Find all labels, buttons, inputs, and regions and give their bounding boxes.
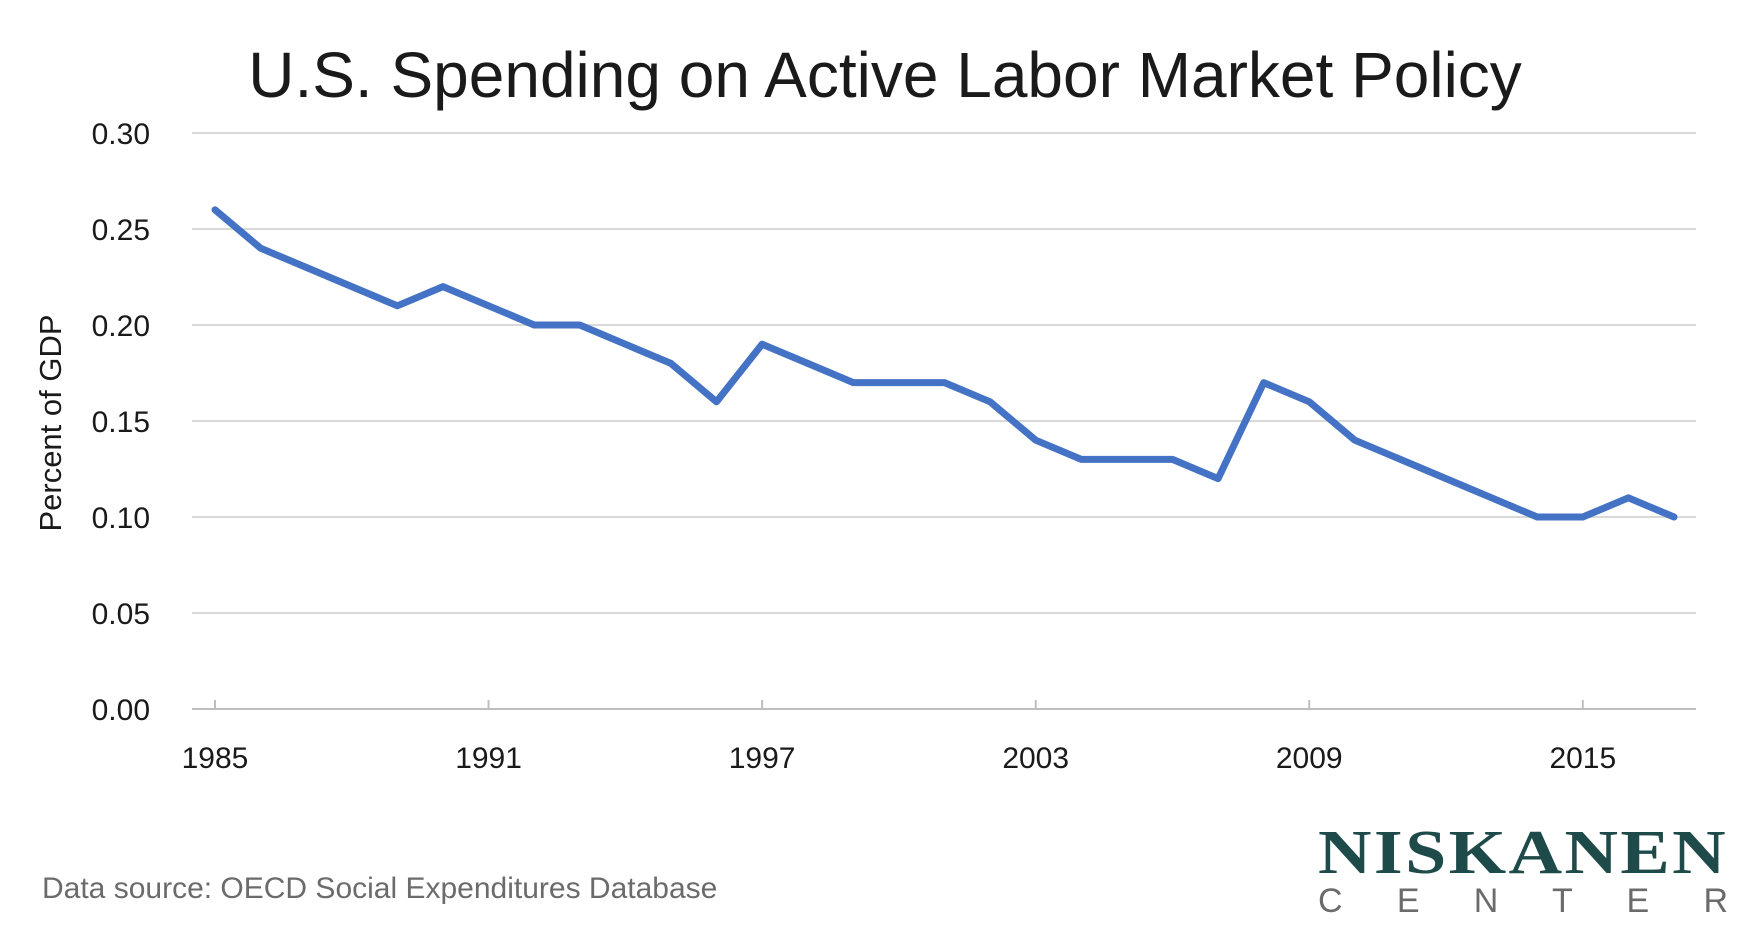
y-tick-label: 0.30 (92, 118, 150, 151)
x-tick-label: 1997 (729, 742, 796, 775)
logo-subtitle: C E N T E R (1318, 882, 1728, 920)
y-tick-label: 0.00 (92, 694, 150, 727)
niskanen-center-logo: NISKANEN C E N T E R (1318, 819, 1728, 920)
x-tick-label: 1985 (182, 742, 249, 775)
x-axis-ticks: 1985 1991 1997 2003 2009 2015 (182, 700, 1616, 775)
data-source-note: Data source: OECD Social Expenditures Da… (42, 872, 717, 905)
y-tick-label: 0.10 (92, 502, 150, 535)
y-tick-label: 0.25 (92, 214, 150, 247)
y-axis-ticks: 0.00 0.05 0.10 0.15 0.20 0.25 0.30 (92, 118, 150, 727)
logo-wordmark: NISKANEN (1318, 819, 1728, 887)
y-tick-label: 0.20 (92, 310, 150, 343)
x-tick-label: 2003 (1002, 742, 1069, 775)
gridlines (192, 132, 1696, 614)
series-group (211, 206, 1678, 521)
x-tick-label: 1991 (455, 742, 522, 775)
chart-title: U.S. Spending on Active Labor Market Pol… (248, 39, 1522, 111)
x-tick-label: 2015 (1549, 742, 1616, 775)
y-axis-label: Percent of GDP (33, 314, 68, 531)
y-tick-label: 0.05 (92, 598, 150, 631)
x-tick-label: 2009 (1276, 742, 1343, 775)
series-line (211, 206, 1678, 521)
y-tick-label: 0.15 (92, 406, 150, 439)
